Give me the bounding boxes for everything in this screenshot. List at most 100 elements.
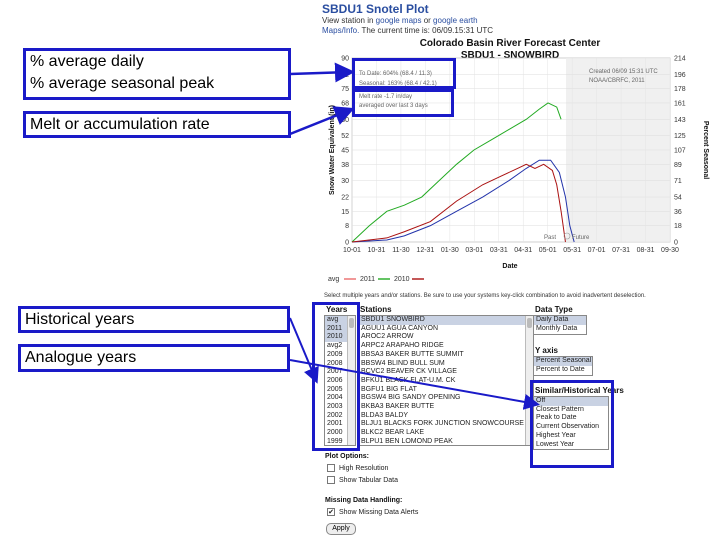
year-option[interactable]: avg [325,316,355,325]
legend-2011-label: 2011 [360,276,375,283]
series-line-2011 [351,102,562,243]
datatype-option[interactable]: Daily Data [534,316,586,325]
y2-tick-label: 161 [674,100,686,107]
station-option[interactable]: BFKU1 BLACK FLAT-U.M. CK [361,376,456,384]
similar-year-option[interactable]: Lowest Year [536,440,575,448]
year-option[interactable]: 2010 [325,333,355,343]
y2-tick-label: 125 [674,133,686,140]
tabular-checkbox[interactable] [327,476,335,484]
station-option[interactable]: BGFU1 BIG FLAT [361,385,417,393]
melt-rate-note: averaged over last 3 days [359,103,428,109]
datatype-list[interactable]: Daily Data Monthly Data [533,315,587,335]
yaxis-option[interactable]: Percent to Date [536,365,585,373]
high-res-option[interactable]: High Resolution [327,464,388,472]
x-tick-label: 05-31 [563,247,581,254]
yaxis-option[interactable]: Percent Seasonal [534,357,592,366]
yaxis-heading: Y axis [535,346,558,355]
similar-years-list[interactable]: Off Closest Pattern Peak to Date Current Ob… [533,396,609,450]
station-option[interactable]: BLJU1 BLACKS FORK JUNCTION SNOWCOURSE [361,420,524,428]
y2-tick-label: 143 [674,117,686,124]
legend-avg-label: avg [328,276,339,283]
tabular-option[interactable]: Show Tabular Data [327,476,398,484]
x-tick-label: 12-31 [416,247,434,254]
x-axis-ticks: 10-01 10-31 11-30 12-31 01-30 03-01 03-31 04-31… [343,247,679,254]
station-option[interactable]: BGSW4 BIG SANDY OPENING [361,394,461,402]
missing-data-heading: Missing Data Handling: [325,497,403,504]
y2-tick-label: 107 [674,148,686,155]
high-res-checkbox[interactable] [327,464,335,472]
pct-annotation: % average daily % average seasonal peak [23,48,291,100]
x-tick-label: 03-01 [465,247,483,254]
year-option[interactable]: 2011 [325,324,355,334]
datatype-heading: Data Type [535,305,573,314]
station-option[interactable]: BBSA3 BAKER BUTTE SUMMIT [361,350,464,358]
station-option[interactable]: BLKC2 BEAR LAKE [361,429,425,437]
page-title: SBDU1 Snotel Plot [322,2,429,16]
year-option[interactable]: 2002 [327,411,343,419]
stations-heading: Stations [360,305,392,314]
station-option[interactable]: BLDA3 BALDY [361,411,409,419]
map-links-line: View station in google maps or google ea… [322,16,478,25]
similar-years-heading: Similar/Historical Years [535,386,624,395]
y-tick-label: 60 [341,117,349,124]
melt-rate-text: Melt rate -1.7 in/day [359,94,412,100]
y-tick-label: 8 [345,223,349,230]
similar-year-option[interactable]: Current Observation [536,423,600,431]
year-option[interactable]: 1999 [327,437,343,445]
years-heading: Years [326,305,348,314]
x-tick-label: 11-30 [392,247,409,254]
datatype-option[interactable]: Monthly Data [536,324,578,332]
station-option[interactable]: BLPU1 BEN LOMOND PEAK [361,437,453,445]
apply-button[interactable]: Apply [326,523,356,535]
station-option[interactable]: BKBA3 BAKER BUTTE [361,403,435,411]
station-option[interactable]: BBSW4 BLIND BULL SUM [361,359,445,367]
y-tick-label: 90 [341,56,349,63]
similar-year-option[interactable]: Peak to Date [536,414,577,422]
x-tick-label: 09-30 [661,247,679,254]
plot-options-heading: Plot Options: [325,453,369,460]
y-axis-label: Snow Water Equivalent (in) [329,105,336,195]
yaxis-list[interactable]: Percent Seasonal Percent to Date [533,356,593,376]
x-tick-label: 10-31 [368,247,386,254]
year-option[interactable]: avg2 [327,342,343,350]
station-option[interactable]: AROC2 ARROW [361,333,414,341]
y2-tick-label: 54 [674,195,682,202]
google-maps-link[interactable]: google maps [375,16,422,25]
similar-year-option[interactable]: Closest Pattern [536,405,584,413]
crosshair-icon [563,232,571,240]
y2-tick-label: 18 [674,223,682,230]
station-option[interactable]: AGUU1 AGUA CANYON [361,324,439,332]
y-tick-label: 15 [341,209,349,216]
station-option[interactable]: SBDU1 SNOWBIRD [359,316,533,325]
maps-info-link[interactable]: Maps/Info. [322,26,360,35]
y2-tick-label: 36 [674,209,682,216]
missing-alerts-option[interactable]: ✔ Show Missing Data Alerts [327,508,419,516]
google-earth-link[interactable]: google earth [433,16,478,25]
y2-tick-label: 214 [674,56,686,63]
station-option[interactable]: ARPC2 ARAPAHO RIDGE [361,342,444,350]
year-option[interactable]: 2003 [327,403,343,411]
info-line: Maps/Info. The current time is: 06/09.15… [322,26,493,36]
similar-year-option[interactable]: Off [534,397,608,406]
seasonal-text: Seasonal: 163% (68.4 / 42.1) [359,81,437,87]
melt-highlight-box [352,89,454,117]
x-tick-label: 03-31 [490,247,508,254]
year-option[interactable]: 2001 [327,420,343,428]
year-option[interactable]: 2009 [327,350,343,358]
y2-axis-ticks: 0 18 36 54 71 89 107 125 143 161 178 196 214 [674,56,686,247]
y-tick-label: 68 [341,100,349,107]
stations-list[interactable]: SBDU1 SNOWBIRD AGUU1 AGUA CANYON AROC2 ARR… [358,315,534,446]
year-option[interactable]: 2000 [327,429,343,437]
y-tick-label: 52 [341,133,349,140]
x-axis-label: Date [502,263,517,270]
x-tick-label: 07-31 [612,247,630,254]
y2-tick-label: 89 [674,162,682,169]
chart-legend: avg 2011 2010 [328,276,424,283]
past-label: Past [544,235,556,241]
station-option[interactable]: BCVC2 BEAVER CK VILLAGE [361,368,457,376]
analogue-annotation: Analogue years [18,344,290,372]
years-highlight-box [312,302,360,451]
similar-year-option[interactable]: Highest Year [536,431,576,439]
created-org: NOAA/CBRFC, 2011 [589,78,645,84]
missing-alerts-checkbox[interactable]: ✔ [327,508,335,516]
